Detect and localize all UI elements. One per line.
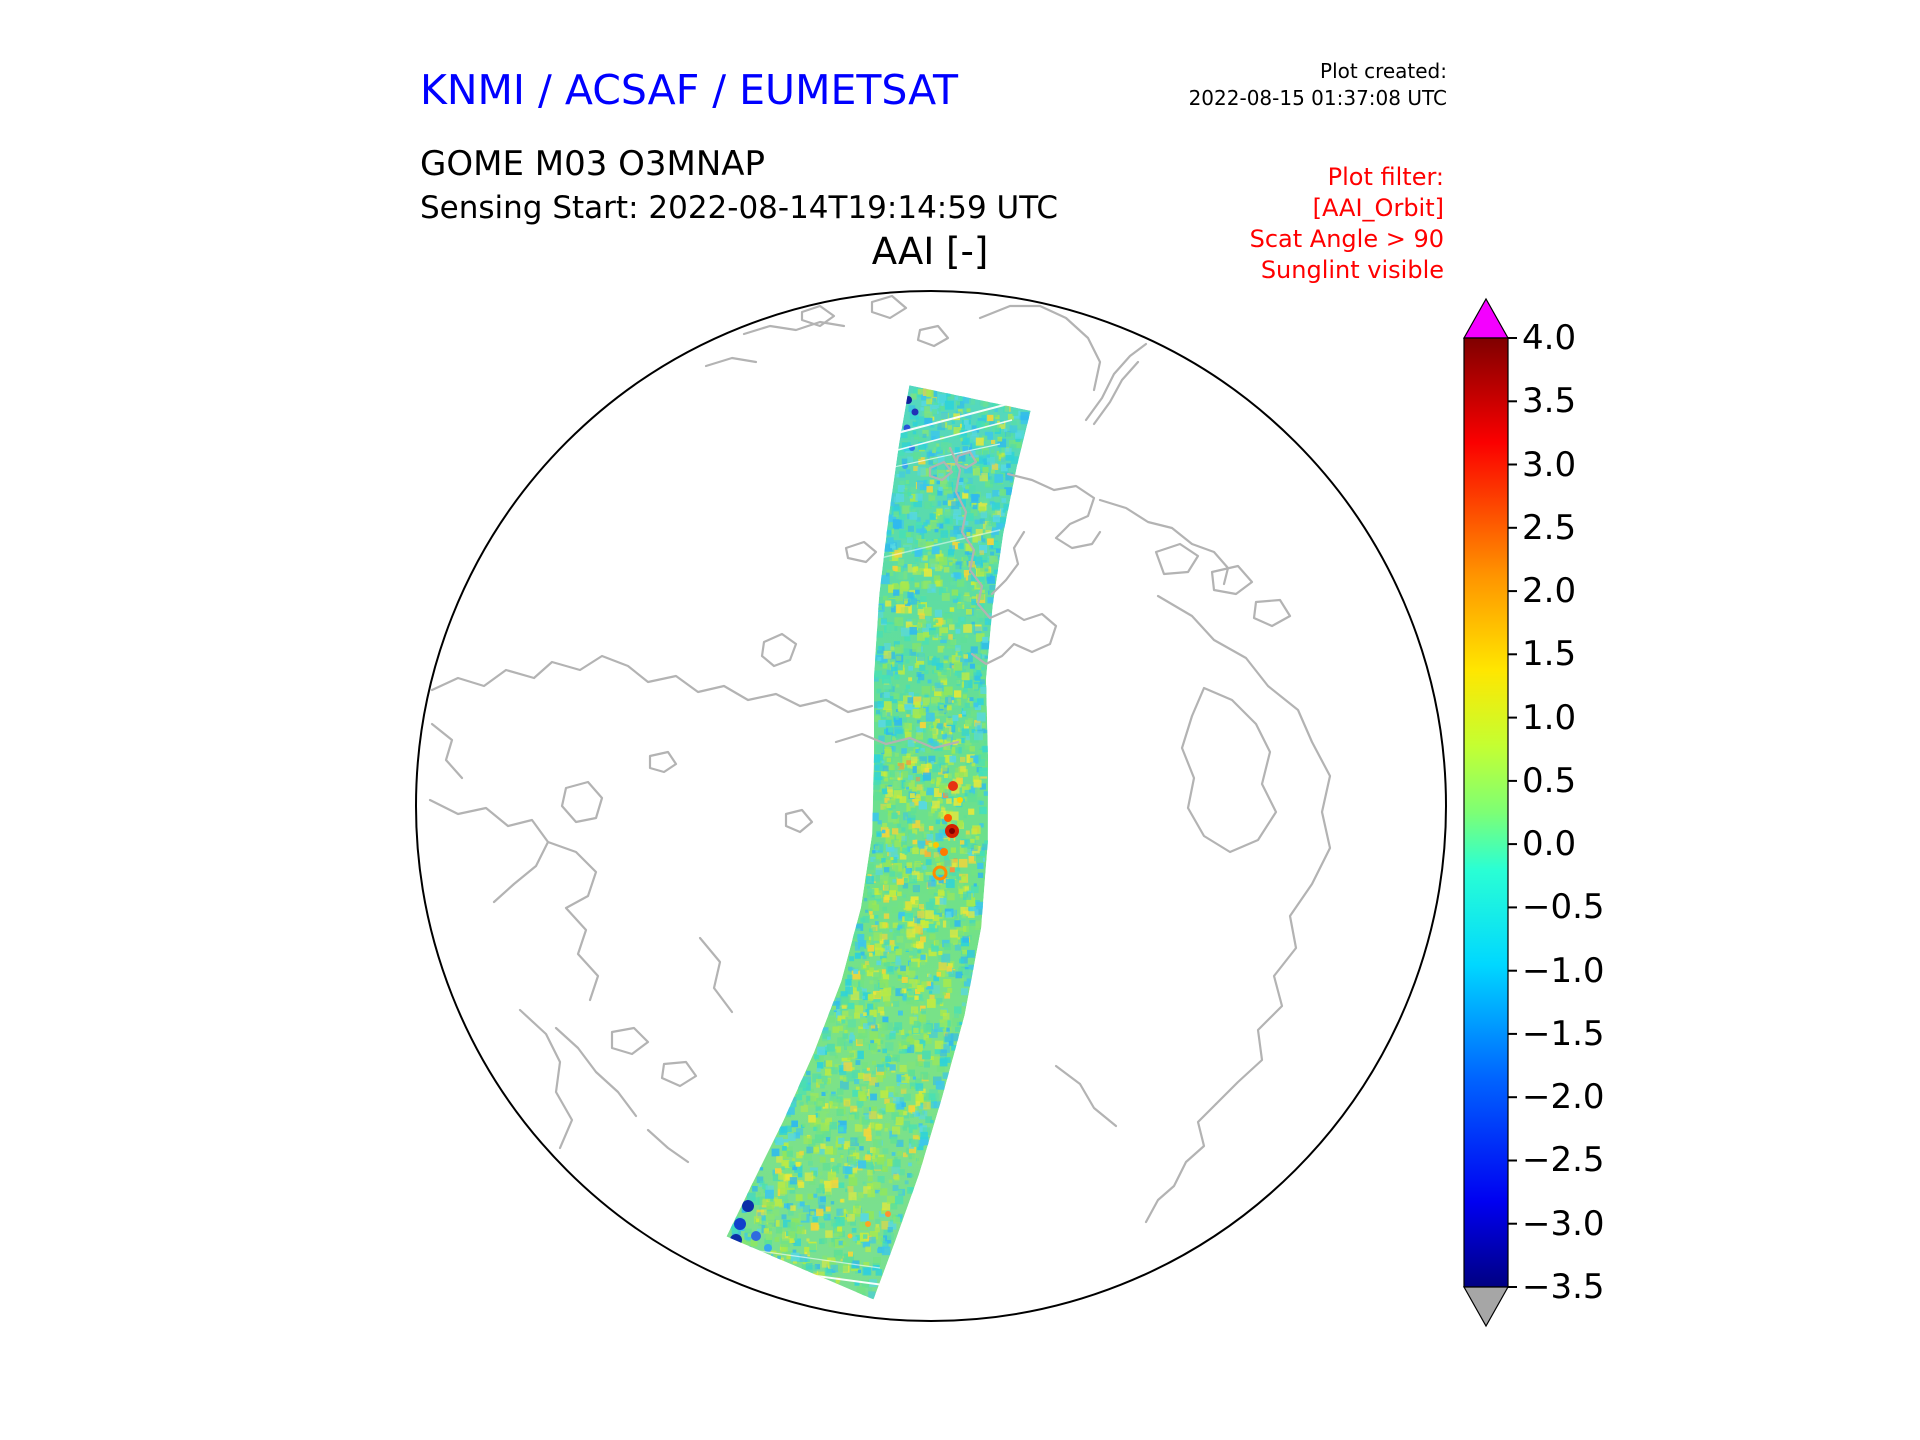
- swath-base: [726, 385, 1031, 1300]
- high-aai-hotspot: [885, 1211, 891, 1217]
- colorbar: [1462, 297, 1517, 1328]
- coastline: [928, 460, 954, 482]
- high-aai-hotspot: [948, 781, 958, 791]
- colorbar-over-triangle: [1462, 297, 1510, 339]
- low-aai-patch: [734, 1218, 746, 1230]
- coastline: [660, 1060, 698, 1088]
- high-aai-hotspot: [865, 1221, 871, 1227]
- high-aai-hotspot: [944, 814, 952, 822]
- plot-created-value: 2022-08-15 01:37:08 UTC: [1188, 86, 1447, 110]
- coastline: [1210, 564, 1254, 596]
- coastline: [1180, 686, 1278, 854]
- high-aai-hotspot: [940, 848, 948, 856]
- swath-noise: [730, 387, 1029, 1299]
- product-title: GOME M03 O3MNAP: [420, 144, 766, 184]
- plot-filter-line: Sunglint visible: [1260, 256, 1444, 284]
- high-aai-hotspot: [957, 797, 963, 803]
- plot-filter: Plot filter: [AAI_Orbit] Scat Angle > 90…: [1250, 162, 1444, 286]
- coastline: [870, 294, 908, 320]
- high-aai-hotspot: [932, 865, 948, 881]
- colorbar-gradient-bar: [1463, 337, 1509, 1288]
- low-aai-patch: [742, 1200, 754, 1212]
- missing-data-streak: [751, 1249, 881, 1269]
- coastline: [560, 780, 604, 824]
- coastline: [430, 722, 464, 780]
- coastline: [834, 732, 960, 750]
- coastline: [1156, 594, 1332, 1106]
- missing-data-streak: [889, 419, 1013, 453]
- org-title: KNMI / ACSAF / EUMETSAT: [420, 66, 959, 114]
- low-aai-patch: [751, 1231, 761, 1241]
- coastline: [844, 540, 878, 564]
- coastline: [990, 530, 1026, 596]
- coastline: [546, 840, 600, 1002]
- coastline: [428, 798, 550, 904]
- coastline: [1252, 598, 1292, 628]
- coastline: [554, 1026, 638, 1118]
- coastline: [1054, 1064, 1118, 1128]
- coastline: [760, 632, 798, 668]
- coastline: [610, 1026, 650, 1056]
- plot-title: AAI [-]: [871, 230, 989, 273]
- globe-outline: [415, 290, 1447, 1322]
- coastline: [978, 304, 1102, 392]
- colorbar-under-triangle: [1462, 1286, 1510, 1328]
- coastlines: [428, 294, 1332, 1224]
- coastline: [1084, 342, 1148, 422]
- coastline: [430, 654, 874, 714]
- coastline: [704, 356, 758, 368]
- plot-filter-line: Scat Angle > 90: [1249, 225, 1444, 253]
- missing-data-streak: [871, 529, 1001, 561]
- plot-filter-line: [AAI_Orbit]: [1312, 194, 1444, 222]
- coastline: [646, 1128, 690, 1164]
- coastline: [948, 446, 992, 620]
- coastline: [916, 324, 950, 348]
- missing-data-streak: [879, 443, 1001, 471]
- coastline: [1144, 1102, 1218, 1224]
- coastline: [518, 1008, 574, 1150]
- high-aai-hotspot: [949, 828, 955, 834]
- plot-created: Plot created: 2022-08-15 01:37:08 UTC: [1189, 58, 1447, 112]
- swath-aerosol-hotspots: [847, 781, 963, 1239]
- coastline: [1154, 542, 1200, 576]
- aai-swath: [726, 385, 1031, 1300]
- low-aai-patch: [911, 408, 919, 416]
- missing-data-streak: [885, 403, 1009, 437]
- high-aai-hotspot: [847, 1233, 853, 1239]
- sensing-start: Sensing Start: 2022-08-14T19:14:59 UTC: [420, 190, 1058, 226]
- coastline: [784, 808, 814, 834]
- colorbar-ticks: [1508, 337, 1517, 1288]
- high-aai-hotspot: [933, 842, 939, 848]
- plot-created-label: Plot created:: [1320, 59, 1447, 83]
- plot-filter-line: Plot filter:: [1327, 163, 1444, 191]
- coastline: [1092, 360, 1140, 426]
- coastline: [742, 320, 846, 336]
- coastline: [800, 304, 836, 328]
- coastline: [970, 608, 1058, 666]
- low-aai-patch: [764, 1244, 772, 1252]
- coastline: [648, 750, 678, 774]
- coastline: [1006, 472, 1102, 550]
- coastline: [1098, 498, 1230, 586]
- coastline: [698, 936, 734, 1014]
